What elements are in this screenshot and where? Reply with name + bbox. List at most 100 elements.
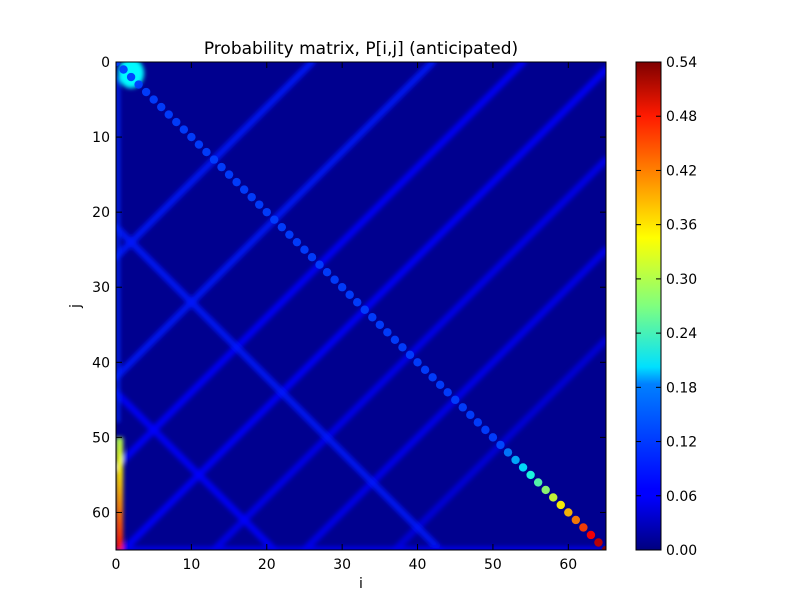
left-column-cell <box>116 486 123 495</box>
diagonal-cell <box>217 162 226 172</box>
colorbar: 0.00 0.06 0.12 0.18 0.24 0.30 0.36 0.42 0.48 0.54 <box>635 55 697 559</box>
diagonal-cell <box>360 305 369 314</box>
colorbar-tick-label: 0.18 <box>666 380 697 396</box>
left-column-cell <box>116 444 123 452</box>
left-column-cell <box>116 514 123 523</box>
colorbar-tick-label: 0.48 <box>666 109 697 125</box>
diagonal-cell <box>149 95 158 104</box>
diagonal-cell <box>179 125 189 134</box>
y-axis: 0 10 20 30 40 50 60 <box>92 55 606 521</box>
diagonal-cell <box>466 410 475 420</box>
diagonal-cell <box>194 140 204 149</box>
diagonal-cell <box>481 425 490 435</box>
x-tick-label: 0 <box>112 557 121 573</box>
colorbar-ticks: 0.00 0.06 0.12 0.18 0.24 0.30 0.36 0.42 0.48 0.54 <box>636 55 697 559</box>
diagonal-cell <box>315 260 324 269</box>
left-column-cell <box>116 493 123 502</box>
parallel-diagonal-band-0 <box>116 223 444 550</box>
diagonal-cell <box>164 110 173 119</box>
diagonal-cell <box>503 448 513 457</box>
parallel-diagonal-band-1 <box>116 388 278 550</box>
diagonal-cell <box>345 290 354 299</box>
x-tick-label: 60 <box>559 557 577 573</box>
colorbar-tick-label: 0.42 <box>666 163 697 179</box>
diagonal-cell <box>232 177 241 187</box>
diagonal-cell <box>141 87 151 97</box>
diagonal-cell <box>488 433 498 442</box>
main-diagonal <box>116 62 606 550</box>
diagonal-cell <box>511 455 520 465</box>
diagonal-cell <box>594 538 603 547</box>
diagonal-cell <box>353 298 362 307</box>
diagonal-cell <box>119 65 128 74</box>
diagonal-cell <box>187 132 196 142</box>
diagonal-cell <box>435 380 445 390</box>
y-tick-label: 50 <box>92 430 110 446</box>
plot-frame <box>115 61 607 551</box>
y-tick-label: 40 <box>92 355 110 371</box>
x-tick-label: 50 <box>484 557 502 573</box>
diagonal-cell <box>239 185 249 194</box>
diagonal-cell <box>518 463 528 472</box>
x-tick-label: 40 <box>409 557 427 573</box>
diagonal-cell <box>398 343 407 352</box>
diagonal-cell <box>458 403 467 412</box>
heatmap-area <box>115 61 607 551</box>
diagonal-cell <box>451 395 460 405</box>
diagonal-cell <box>533 478 543 487</box>
diagonal-cell <box>549 493 558 502</box>
diagonal-cell <box>556 500 565 510</box>
colorbar-tick-label: 0.36 <box>666 218 697 234</box>
diagonal-cell <box>337 283 347 292</box>
diagonal-cell <box>277 222 287 232</box>
diagonal-cell <box>322 268 332 277</box>
diagonal-cell <box>368 313 377 322</box>
colorbar-tick-label: 0.24 <box>666 326 697 342</box>
left-column-cell <box>116 479 123 488</box>
x-tick-label: 20 <box>258 557 276 573</box>
diagonal-cell <box>413 358 422 367</box>
diagonal-cell <box>209 155 219 164</box>
diagonal-cell <box>443 388 452 397</box>
diagonal-cell <box>172 117 181 127</box>
diagonal-cell <box>564 508 573 517</box>
y-axis-label: j <box>68 304 84 309</box>
diagonal-cell <box>383 328 392 337</box>
diagonal-cell <box>428 373 437 382</box>
colorbar-tick-label: 0.06 <box>666 489 697 505</box>
left-column-cell <box>116 458 123 467</box>
colorbar-tick-label: 0.00 <box>666 543 697 559</box>
diagonal-cell <box>224 170 234 179</box>
left-column-cell <box>116 542 123 550</box>
diagonal-cell <box>579 523 588 532</box>
x-axis-label: i <box>359 576 363 592</box>
left-column-cell <box>116 521 123 530</box>
diagonal-cell <box>247 192 256 202</box>
left-column-cell <box>116 465 123 474</box>
diagonal-cell <box>262 207 271 217</box>
left-column-cell <box>116 528 123 537</box>
diagonal-cell <box>586 530 596 540</box>
y-tick-label: 20 <box>92 205 110 221</box>
diagonal-cell <box>375 320 385 329</box>
diagonal-cell <box>330 275 339 284</box>
diagonal-cell <box>270 215 279 224</box>
diagonal-cell <box>300 245 309 254</box>
diagonal-cell <box>255 200 264 209</box>
colorbar-tick-label: 0.30 <box>666 272 697 288</box>
colorbar-tick-label: 0.54 <box>666 55 697 71</box>
y-tick-label: 10 <box>92 130 110 146</box>
y-tick-label: 30 <box>92 280 110 296</box>
diagonal-cell <box>526 470 535 480</box>
diagonal-cell <box>601 545 606 550</box>
x-tick-label: 30 <box>333 557 351 573</box>
left-column-cell <box>116 437 123 445</box>
left-column-cell <box>116 472 123 481</box>
left-column-cell <box>116 500 123 509</box>
diagonal-cell <box>292 237 302 247</box>
left-column-cell <box>116 535 123 544</box>
y-tick-label: 0 <box>101 55 110 71</box>
colorbar-gradient <box>635 61 662 551</box>
chart-title: Probability matrix, P[i,j] (anticipated) <box>204 39 518 59</box>
